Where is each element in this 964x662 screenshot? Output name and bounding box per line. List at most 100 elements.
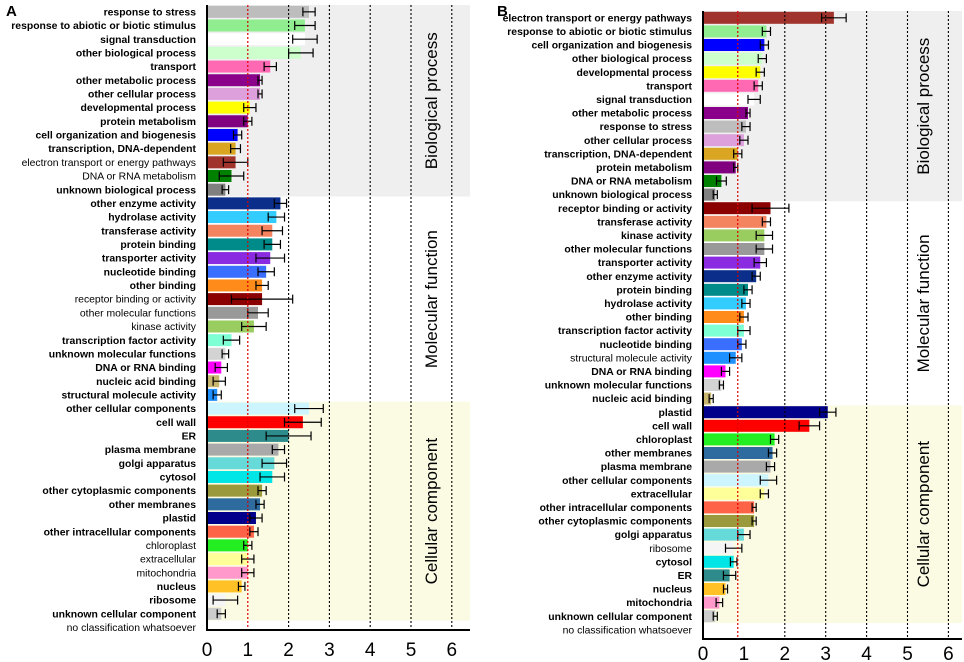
category-label: other molecular functions — [80, 308, 196, 319]
category-label: signal transduction — [100, 35, 196, 46]
bar — [703, 11, 834, 24]
bar — [703, 52, 763, 65]
bar — [207, 142, 236, 155]
bar — [703, 433, 775, 446]
category-label: transporter activity — [102, 254, 196, 265]
bar — [207, 279, 263, 292]
bar — [703, 515, 755, 527]
category-label: nucleus — [653, 585, 692, 596]
bar — [207, 334, 232, 347]
section-title: Biological process — [422, 32, 441, 169]
category-label: kinase activity — [621, 231, 692, 242]
category-label: other metabolic process — [572, 109, 692, 120]
bar — [703, 215, 767, 228]
category-label: signal transduction — [596, 95, 692, 106]
section-title: Biological process — [914, 38, 933, 175]
category-label: other intracellular components — [540, 503, 693, 514]
category-label: nucleus — [157, 582, 196, 593]
category-label: hydrolase activity — [108, 213, 196, 224]
category-label: other cytoplasmic components — [42, 486, 196, 497]
bar — [703, 134, 744, 147]
bar — [207, 211, 277, 224]
panel-b-chart: electron transport or energy pathways res… — [503, 11, 962, 662]
category-label: electron transport or energy pathways — [22, 158, 196, 169]
category-label: transport — [646, 81, 692, 92]
x-tick-label: 1 — [739, 644, 750, 662]
bar — [207, 156, 236, 169]
category-label: DNA or RNA metabolism — [82, 172, 196, 183]
bar — [207, 115, 248, 128]
category-label: unknown cellular component — [52, 609, 196, 620]
category-label: unknown cellular component — [548, 612, 692, 623]
bar — [703, 256, 761, 269]
category-label: electron transport or energy pathways — [503, 13, 693, 24]
bar — [703, 324, 744, 337]
bar — [207, 347, 226, 360]
category-label: ER — [182, 432, 197, 443]
category-label: cytosol — [160, 473, 196, 484]
bar — [207, 87, 261, 100]
bar — [207, 416, 303, 429]
bar — [703, 610, 716, 623]
bar — [703, 583, 726, 595]
category-label: protein metabolism — [100, 117, 196, 128]
category-label: kinase activity — [131, 322, 196, 333]
bar — [207, 252, 271, 265]
bar — [703, 406, 828, 419]
category-label: nucleotide binding — [600, 340, 692, 351]
x-tick-label: 6 — [447, 640, 458, 661]
category-label: ER — [678, 571, 693, 582]
bar — [703, 596, 720, 609]
category-label: golgi apparatus — [615, 530, 693, 541]
bar — [207, 19, 305, 32]
category-label: ribosome — [649, 544, 692, 555]
bar — [703, 107, 748, 119]
bar — [207, 238, 273, 251]
bar — [207, 306, 258, 319]
category-label: mitochondria — [137, 568, 197, 579]
category-label: receptor binding or activity — [558, 204, 692, 215]
category-label: receptor binding or activity — [75, 295, 197, 306]
category-label: DNA or RNA binding — [591, 367, 692, 378]
category-label: nucleic acid binding — [592, 394, 692, 405]
bar — [703, 270, 757, 283]
bar — [703, 25, 767, 38]
x-tick-label: 4 — [365, 640, 376, 661]
category-label: response to stress — [104, 7, 197, 18]
x-tick-label: 0 — [202, 640, 213, 661]
bar — [703, 93, 755, 106]
bar — [703, 460, 771, 473]
category-label: other membranes — [109, 500, 196, 511]
bar — [703, 501, 755, 514]
bar — [207, 539, 248, 552]
bar — [207, 553, 248, 566]
category-label: unknown molecular functions — [49, 349, 196, 360]
category-label: other cellular process — [584, 136, 692, 147]
category-label: hydrolase activity — [604, 299, 692, 310]
category-label: transporter activity — [598, 258, 692, 269]
bar — [703, 297, 746, 310]
category-label: other metabolic process — [76, 76, 196, 87]
bar — [703, 379, 722, 391]
category-label: response to stress — [600, 122, 693, 133]
bar — [207, 197, 281, 210]
bar — [703, 66, 761, 79]
category-label: unknown molecular functions — [545, 381, 692, 392]
category-label: unknown biological process — [552, 190, 692, 201]
bar — [207, 60, 271, 73]
bar — [207, 224, 273, 237]
bar — [207, 101, 250, 114]
bar — [207, 566, 248, 579]
x-tick-label: 4 — [861, 644, 872, 662]
category-label: other binding — [130, 281, 196, 292]
category-label: unknown biological process — [56, 185, 196, 196]
x-tick-label: 1 — [243, 640, 254, 661]
x-tick-label: 3 — [820, 644, 831, 662]
category-label: transport — [150, 62, 196, 73]
bar — [207, 525, 254, 538]
category-label: other molecular functions — [564, 245, 692, 256]
bar — [703, 243, 765, 255]
category-label: transcription factor activity — [558, 326, 692, 337]
category-label: chloroplast — [636, 435, 693, 446]
